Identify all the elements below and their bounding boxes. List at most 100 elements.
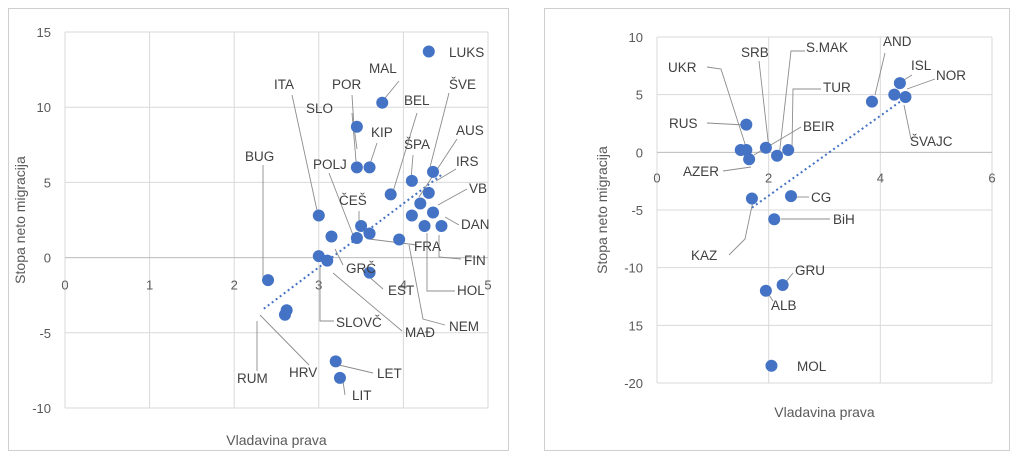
data-label: HRV: [289, 365, 317, 380]
data-point: [435, 220, 448, 233]
data-point: [329, 355, 342, 368]
data-point: [393, 233, 406, 246]
leader-line: [706, 122, 746, 126]
leader-line: [906, 78, 936, 90]
data-label: VB: [469, 181, 487, 196]
data-label: POR: [332, 77, 362, 92]
y-tick-label: 0: [636, 145, 643, 160]
data-label: KAZ: [691, 248, 717, 263]
data-point: [312, 209, 325, 222]
data-label: GRU: [795, 263, 825, 278]
y-tick-label: 5: [636, 88, 643, 103]
data-label: AZER: [683, 164, 719, 179]
data-label: HOL: [457, 283, 485, 298]
data-label: CG: [811, 190, 831, 205]
data-label: LET: [377, 366, 402, 381]
x-tick-label: 0: [653, 170, 660, 185]
data-point: [363, 266, 376, 279]
data-label: ŠVAJC: [910, 134, 953, 149]
data-point: [422, 186, 435, 199]
data-point: [888, 88, 901, 101]
leader-line: [706, 66, 747, 148]
y-tick-label: 10: [629, 30, 643, 45]
data-label: AND: [883, 34, 912, 49]
y-tick-label: 0: [44, 251, 51, 266]
data-point: [325, 230, 338, 243]
x-tick-label: 2: [765, 170, 772, 185]
leader-line: [438, 235, 462, 260]
data-label: ISL: [911, 58, 932, 73]
data-point: [422, 45, 435, 58]
y-tick-label: -10: [32, 401, 51, 416]
data-point: [427, 165, 440, 178]
data-label: NEM: [449, 319, 479, 334]
data-label: BEIR: [803, 119, 835, 134]
data-point: [745, 192, 758, 205]
data-point: [376, 96, 389, 109]
y-tick-label: 5: [44, 175, 51, 190]
data-label: FIN: [464, 253, 486, 268]
data-point: [363, 161, 376, 174]
x-tick-label: 4: [877, 170, 884, 185]
data-label: KIP: [371, 125, 393, 140]
data-point: [350, 232, 363, 245]
data-point: [427, 206, 440, 219]
leader-line: [391, 112, 418, 196]
data-point: [759, 141, 772, 154]
data-label: UKR: [668, 60, 697, 75]
data-point: [418, 220, 431, 233]
y-axis-title: Stopa neto migracija: [12, 156, 28, 284]
y-tick-label: 10: [37, 100, 51, 115]
y-tick-label: -5: [631, 203, 643, 218]
data-label: ALB: [771, 298, 797, 313]
data-label: S.MAK: [806, 40, 848, 55]
data-point: [350, 120, 363, 133]
data-point: [759, 284, 772, 297]
y-tick-label: -20: [624, 376, 643, 391]
leader-line: [778, 50, 805, 158]
data-point: [771, 149, 784, 162]
data-label: SLOVČ: [336, 315, 382, 330]
data-point: [405, 174, 418, 187]
y-tick-label: 15: [629, 318, 643, 333]
data-point: [321, 254, 334, 267]
leader-line: [903, 104, 912, 140]
data-label: BiH: [833, 212, 855, 227]
chart-group-0: 15 10 5 0 -5 -10 0 1 2 3 4 5 Vladavina prava Stopa ne…: [12, 25, 492, 448]
data-label: LIT: [352, 388, 372, 403]
leader-line: [332, 272, 403, 332]
leader-line: [408, 244, 446, 326]
leader-line: [428, 92, 450, 172]
leader-line: [791, 88, 821, 150]
data-label: BUG: [245, 149, 274, 164]
x-tick-label: 0: [61, 278, 68, 293]
data-point: [740, 118, 753, 131]
leader-line: [259, 314, 310, 366]
data-point: [785, 190, 797, 203]
data-label: NOR: [936, 68, 966, 83]
data-point: [776, 278, 789, 291]
x-axis-title: Vladavina prava: [774, 404, 875, 420]
leader-line: [728, 200, 754, 256]
scatter-chart-right: 10 5 0 -5 -10 15 -20 0 2 4 6 Vladavina prava Stopa n…: [594, 30, 996, 420]
x-tick-label: 6: [988, 170, 995, 185]
y-tick-label: -5: [39, 326, 51, 341]
data-point: [355, 220, 368, 233]
leader-line: [437, 188, 468, 206]
leader-line: [758, 60, 770, 150]
x-tick-label: 5: [484, 278, 491, 293]
scatter-chart-left: 15 10 5 0 -5 -10 0 1 2 3 4 5 Vladavina prava Stopa ne…: [12, 25, 492, 448]
x-tick-label: 4: [400, 278, 407, 293]
y-tick-label: -10: [624, 261, 643, 276]
leader-line: [768, 294, 774, 302]
leader-line: [444, 216, 460, 226]
data-label: GRČ: [346, 261, 376, 276]
data-label: FRA: [414, 239, 441, 254]
leader-line: [368, 238, 418, 246]
data-label: EST: [388, 283, 414, 298]
data-point: [899, 90, 912, 103]
data-label: DAN: [461, 217, 490, 232]
data-label: TUR: [823, 80, 851, 95]
leader-line: [334, 248, 344, 266]
leader-line: [874, 52, 886, 96]
